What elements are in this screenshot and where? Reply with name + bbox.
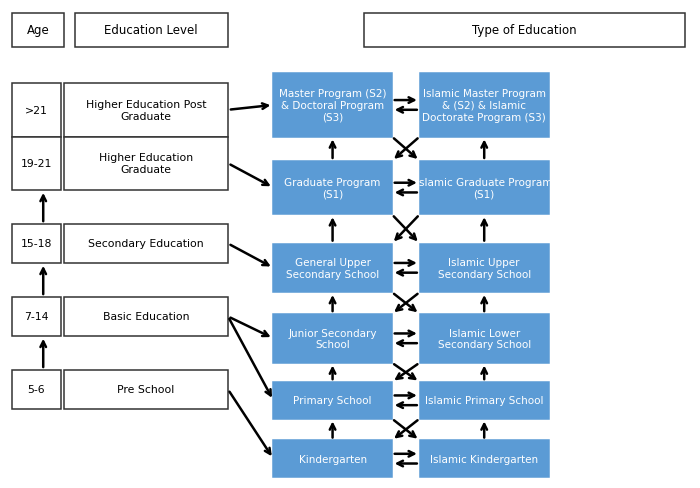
Text: 15-18: 15-18 [20,239,52,249]
FancyBboxPatch shape [420,314,549,363]
Text: Graduate Program
(S1): Graduate Program (S1) [284,178,381,199]
Text: Junior Secondary
School: Junior Secondary School [288,328,377,349]
Text: Islamic Kindergarten: Islamic Kindergarten [430,454,538,464]
FancyBboxPatch shape [12,297,61,336]
FancyBboxPatch shape [64,84,228,137]
FancyBboxPatch shape [420,74,549,137]
Text: Master Program (S2)
& Doctoral Program
(S3): Master Program (S2) & Doctoral Program (… [279,89,386,122]
Text: Islamic Lower
Secondary School: Islamic Lower Secondary School [438,328,531,349]
Text: Islamic Master Program
& (S2) & Islamic
Doctorate Program (S3): Islamic Master Program & (S2) & Islamic … [422,89,546,122]
FancyBboxPatch shape [64,224,228,264]
Text: Islamic Primary School: Islamic Primary School [425,395,543,406]
Text: Basic Education: Basic Education [103,312,189,322]
FancyBboxPatch shape [12,14,64,47]
FancyBboxPatch shape [420,244,549,292]
Text: Type of Education: Type of Education [472,24,577,37]
Text: Islamic Upper
Secondary School: Islamic Upper Secondary School [438,258,531,279]
FancyBboxPatch shape [64,297,228,336]
FancyBboxPatch shape [273,74,392,137]
Text: Secondary Education: Secondary Education [88,239,204,249]
FancyBboxPatch shape [420,441,549,477]
FancyBboxPatch shape [273,382,392,419]
FancyBboxPatch shape [64,370,228,409]
FancyBboxPatch shape [12,84,61,137]
FancyBboxPatch shape [420,382,549,419]
Text: 19-21: 19-21 [20,159,52,169]
Text: >21: >21 [25,105,48,116]
FancyBboxPatch shape [12,370,61,409]
FancyBboxPatch shape [273,314,392,363]
FancyBboxPatch shape [420,162,549,215]
FancyBboxPatch shape [273,162,392,215]
FancyBboxPatch shape [12,224,61,264]
Text: 5-6: 5-6 [27,385,45,395]
Text: Education Level: Education Level [104,24,198,37]
Text: Higher Education Post
Graduate: Higher Education Post Graduate [86,100,206,122]
FancyBboxPatch shape [75,14,228,47]
Text: General Upper
Secondary School: General Upper Secondary School [286,258,379,279]
Text: Age: Age [27,24,50,37]
Text: 7-14: 7-14 [24,312,48,322]
Text: Higher Education
Graduate: Higher Education Graduate [99,153,193,175]
FancyBboxPatch shape [12,137,61,191]
Text: Islamic Graduate Program
(S1): Islamic Graduate Program (S1) [416,178,552,199]
Text: Kindergarten: Kindergarten [298,454,367,464]
FancyBboxPatch shape [64,137,228,191]
FancyBboxPatch shape [273,441,392,477]
FancyBboxPatch shape [364,14,685,47]
Text: Pre School: Pre School [118,385,175,395]
Text: Primary School: Primary School [293,395,372,406]
FancyBboxPatch shape [273,244,392,292]
